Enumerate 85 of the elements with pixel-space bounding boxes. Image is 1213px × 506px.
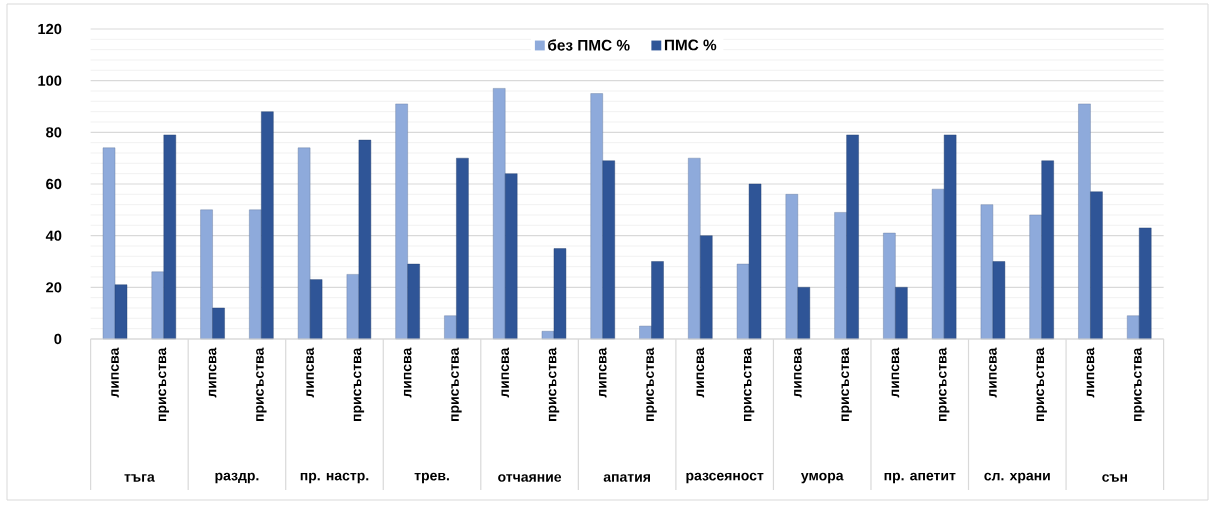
bar: [200, 209, 213, 340]
x-tick-label: присъства: [158, 347, 170, 421]
bar: [504, 173, 518, 340]
x-tick-label: липсва: [989, 347, 997, 398]
bar: [1139, 227, 1152, 340]
x-tick-label: присъства: [743, 347, 755, 421]
bar: [736, 263, 750, 340]
x-tick-label: липсва: [598, 347, 607, 398]
bar: [590, 93, 603, 340]
x-tick-label: липсва: [891, 347, 900, 398]
bar: [456, 157, 469, 340]
x-tick-label: присъства: [451, 347, 462, 421]
bar: [444, 315, 457, 340]
x-tick-label: липсва: [403, 347, 412, 398]
bar: [346, 274, 360, 340]
text: раздр.: [215, 472, 259, 484]
x-tick-label: липсва: [1086, 347, 1095, 398]
bar: [943, 134, 957, 340]
bar: [748, 183, 762, 340]
x-tick-label: присъства: [548, 347, 560, 421]
bar: [797, 287, 811, 340]
bar: [261, 111, 274, 340]
bar: [1078, 103, 1091, 340]
bar: [163, 134, 176, 340]
x-tick-label: липсва: [306, 347, 314, 398]
bar: [651, 261, 664, 340]
bar: [883, 232, 896, 340]
legend-label: без ПМС %: [548, 39, 630, 51]
x-tick-label: присъства: [1134, 347, 1145, 421]
y-tick-label: 0: [54, 333, 62, 345]
y-tick-label: 20: [46, 282, 62, 293]
bar: [602, 160, 615, 340]
bar: [639, 325, 652, 340]
text: пр. настр.: [300, 472, 369, 484]
bar: [688, 157, 701, 340]
bar: [297, 147, 311, 340]
x-tick-label: присъства: [1036, 347, 1047, 421]
text: тъга: [124, 474, 155, 482]
legend-label: ПМС %: [664, 39, 717, 51]
bar: [992, 261, 1006, 340]
bar: [931, 188, 945, 340]
x-tick-label: присъства: [646, 347, 657, 421]
bar: [895, 287, 908, 340]
bar: [700, 235, 713, 340]
y-tick-label: 40: [45, 230, 62, 241]
bar: [492, 88, 506, 340]
bar: [834, 212, 847, 340]
bar: [1029, 214, 1042, 340]
x-tick-label: липсва: [111, 347, 119, 398]
x-tick-label: присъства: [353, 347, 365, 421]
x-tick-label: липсва: [696, 347, 705, 398]
bar: [1090, 191, 1103, 340]
text: сл. храни: [984, 472, 1050, 484]
y-tick-label: 100: [38, 75, 62, 86]
bar: [395, 103, 408, 340]
bar: [151, 271, 164, 340]
bar: [1041, 160, 1054, 340]
text: апатия: [603, 474, 650, 482]
text: разсеяност: [686, 472, 764, 484]
bar: [846, 134, 859, 340]
bar: [1127, 315, 1140, 340]
bar: [212, 307, 225, 340]
y-tick-label: 80: [46, 127, 62, 138]
bar: [553, 248, 567, 340]
y-tick-label: 120: [38, 23, 62, 35]
text: отчаяние: [498, 474, 562, 482]
bar: [114, 284, 128, 340]
bar: [358, 139, 372, 340]
x-tick-label: присъства: [938, 347, 950, 421]
bar: [249, 209, 262, 340]
bar: [407, 263, 420, 340]
bar: [102, 147, 116, 340]
text: трев.: [414, 472, 449, 484]
text: сън: [1102, 474, 1127, 482]
bar: [785, 194, 799, 340]
bar: [980, 204, 994, 340]
x-tick-label: липсва: [208, 347, 217, 398]
text: пр. апетит: [884, 472, 956, 484]
text: умора: [800, 472, 844, 484]
x-tick-label: липсва: [501, 347, 510, 398]
x-tick-label: присъства: [841, 347, 852, 421]
y-tick-label: 60: [46, 178, 62, 190]
x-tick-label: липсва: [793, 347, 802, 398]
x-tick-label: присъства: [256, 347, 267, 421]
bar: [309, 279, 323, 340]
